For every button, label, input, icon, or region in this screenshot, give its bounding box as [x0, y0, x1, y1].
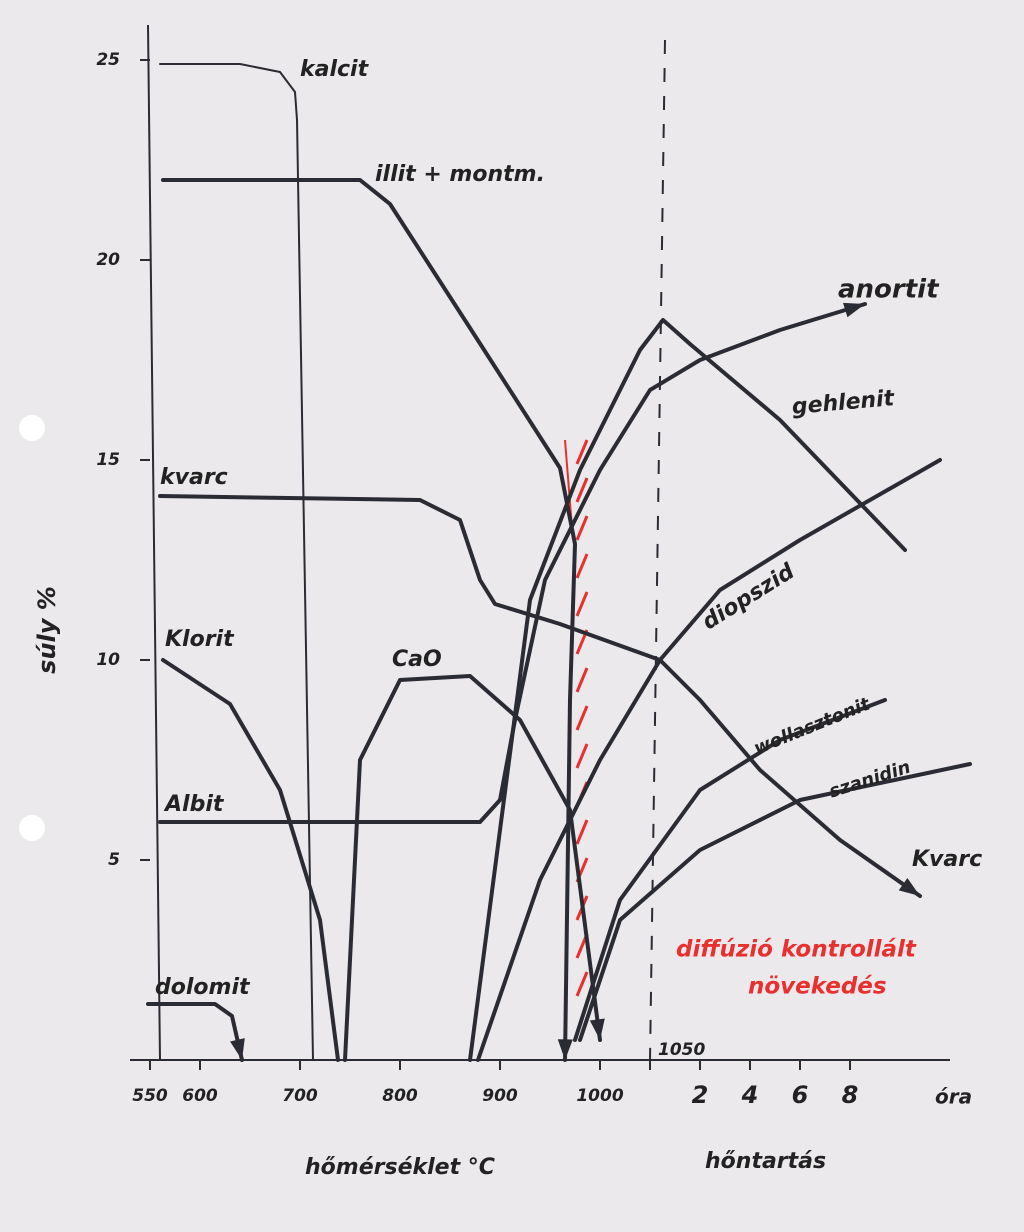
x-tick-label: 8: [842, 1081, 859, 1109]
hatch: [575, 591, 589, 617]
x-tick-label: 600: [182, 1086, 218, 1106]
x-tick-label: 2: [692, 1081, 709, 1109]
series-line: [468, 318, 907, 1062]
punch-hole: [19, 415, 45, 441]
x-tick-label: 700: [282, 1086, 318, 1106]
arrow-head: [230, 1038, 245, 1060]
x-tick-label: 6: [792, 1081, 809, 1109]
hatch: [575, 819, 589, 845]
hatch: [575, 439, 589, 465]
series-line: [161, 658, 340, 1062]
series-line: [158, 494, 922, 898]
series-label: Klorit: [165, 627, 235, 652]
hatch: [575, 743, 589, 769]
series-line: [158, 302, 867, 824]
y-axis-label: súly %: [33, 586, 61, 674]
series-line: [578, 762, 972, 1042]
annotation: növekedés: [748, 974, 887, 1000]
series-label: kalcit: [300, 57, 370, 82]
series-label: illit + montm.: [375, 162, 545, 187]
punch-hole: [19, 815, 45, 841]
series-label: CaO: [392, 647, 442, 672]
series-label: dolomit: [155, 975, 251, 1000]
series-line: [159, 63, 314, 1061]
x-tick-label: 550: [132, 1086, 168, 1106]
annotation: anortit: [838, 275, 940, 305]
y-tick-label: 25: [96, 50, 120, 70]
y-tick-label: 15: [96, 450, 120, 470]
y-tick-label: 10: [96, 650, 120, 670]
x-tick-label: 1000: [576, 1086, 623, 1106]
hatch: [575, 477, 589, 503]
y-axis: [147, 24, 161, 1061]
hatch: [575, 515, 589, 541]
series-line: [573, 698, 887, 1042]
x-tick-label: 900: [482, 1086, 518, 1106]
arrow-head: [898, 877, 920, 896]
series-line: [343, 674, 602, 1062]
hatch: [575, 667, 589, 693]
annotation: Kvarc: [912, 847, 982, 872]
x-tick-label: 4: [741, 1081, 759, 1109]
arrow-head: [557, 1039, 573, 1060]
series-label: Albit: [163, 792, 225, 817]
x2-axis-label: hőntartás: [705, 1149, 826, 1174]
series-label: kvarc: [160, 465, 228, 490]
series-line: [161, 178, 577, 1062]
x-axis-label: hőmérséklet °C: [305, 1155, 495, 1180]
hatch: [575, 971, 589, 997]
series-line: [476, 458, 942, 1062]
x2-unit-label: óra: [935, 1085, 972, 1109]
y-tick-label: 5: [108, 850, 120, 870]
series-line: [146, 1002, 244, 1062]
arrow-head: [843, 302, 865, 318]
annotation: diffúzió kontrollált: [676, 937, 917, 963]
hatch: [575, 705, 589, 731]
hatch: [575, 553, 589, 579]
x-tick-label: 800: [382, 1086, 418, 1106]
arrow-head: [589, 1018, 605, 1040]
y-tick-label: 20: [96, 250, 120, 270]
x-tick-label: 1050: [658, 1040, 705, 1060]
